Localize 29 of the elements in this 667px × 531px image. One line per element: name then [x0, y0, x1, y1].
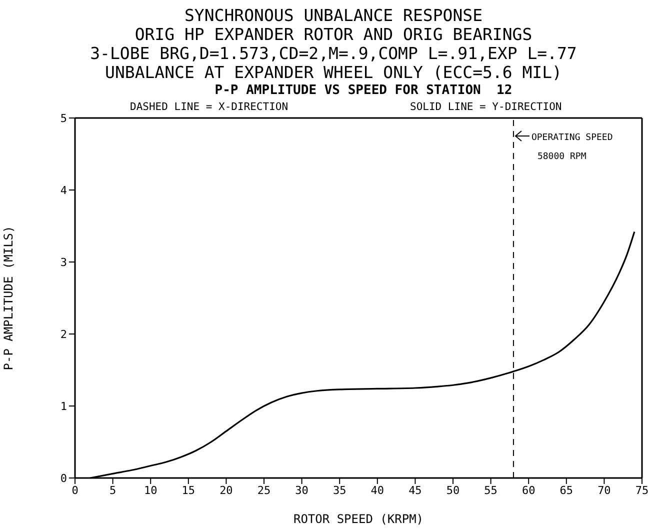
- chart-title: SYNCHRONOUS UNBALANCE RESPONSE ORIG HP EXPANDER ROTOR AND ORIG BEARINGS 3-LOBE BRG,D=1.573,CD=2,M=.9,COMP L=.91,EXP L=.77 UNBALANCE AT EXPANDER WHEEL ONLY (ECC=5.6 MIL): [89, 6, 578, 82]
- ref-line-label: OPERATING SPEED 58000 RPM: [531, 133, 613, 162]
- x-tick-label: 0: [72, 484, 78, 497]
- y-tick-label: 5: [60, 112, 67, 125]
- x-tick-label: 5: [109, 484, 116, 497]
- x-tick-label: 40: [370, 484, 384, 497]
- y-tick-label: 2: [60, 328, 67, 341]
- y-tick-label: 3: [60, 256, 67, 269]
- x-tick-label: 70: [598, 484, 611, 497]
- x-tick-label: 50: [446, 484, 460, 497]
- x-tick-label: 10: [144, 484, 158, 497]
- text: DASHED LINE = X-DIRECTION: [130, 101, 288, 113]
- x-tick-label: 15: [182, 484, 196, 497]
- y-tick-label: 1: [60, 400, 67, 413]
- y-tick-label: 0: [60, 472, 67, 485]
- chart-subtitle: P-P AMPLITUDE VS SPEED FOR STATION 12: [214, 83, 514, 98]
- text: SOLID LINE = Y-DIRECTION: [410, 101, 562, 113]
- x-axis-title: ROTOR SPEED (KRPM): [293, 512, 424, 526]
- x-tick-label: 30: [295, 484, 308, 497]
- x-tick-label: 45: [408, 484, 422, 497]
- x-tick-label: 20: [220, 484, 233, 497]
- x-tick-label: 55: [484, 484, 498, 497]
- y-axis-title: P-P AMPLITUDE (MILS): [1, 226, 16, 370]
- y-tick-label: 4: [60, 184, 68, 197]
- x-tick-label: 60: [522, 484, 536, 497]
- x-tick-label: 35: [332, 484, 346, 497]
- x-tick-label: 25: [257, 484, 271, 497]
- x-tick-label: 75: [635, 484, 649, 497]
- x-tick-label: 65: [560, 484, 574, 497]
